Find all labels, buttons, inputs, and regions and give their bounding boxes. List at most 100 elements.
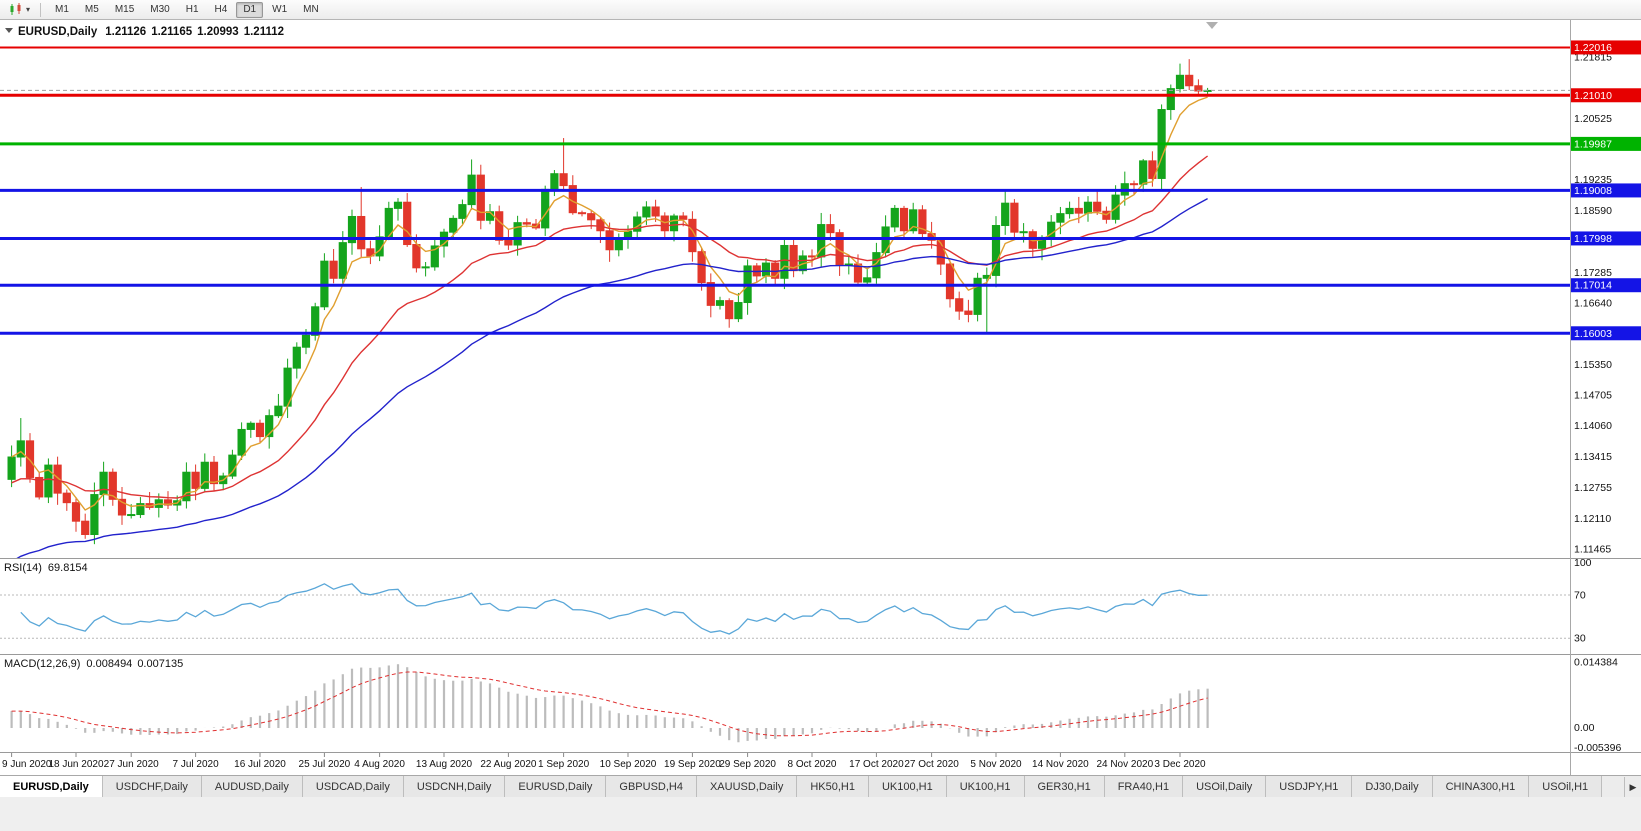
- candle-down: [1194, 85, 1203, 92]
- price-axis-label: 1.12755: [1574, 482, 1612, 494]
- chart-tab-XAUUSD-Daily[interactable]: XAUUSD,Daily: [696, 776, 798, 797]
- timeframe-button-M15[interactable]: M15: [108, 2, 141, 18]
- chart-tab-EURUSD-Daily[interactable]: EURUSD,Daily: [0, 776, 103, 797]
- candle-up: [1065, 207, 1074, 215]
- candle-down: [725, 300, 734, 320]
- timeframe-button-D1[interactable]: D1: [236, 1, 264, 18]
- candle-up: [541, 188, 550, 229]
- timeframe-button-MN[interactable]: MN: [296, 2, 326, 18]
- candle-up: [1175, 74, 1185, 90]
- candle-down: [559, 173, 568, 187]
- chart-tab-EURUSD-Daily[interactable]: EURUSD,Daily: [505, 776, 607, 797]
- candle-up: [844, 263, 853, 266]
- level-price-badge: [1571, 40, 1641, 55]
- time-axis-label: 22 Aug 2020: [480, 759, 537, 770]
- candle-up: [550, 173, 559, 190]
- price-axis[interactable]: 1.21815 1.20525 1.19235 1.18590 1.17285 1.166…: [1574, 52, 1612, 556]
- candle-up: [393, 201, 403, 209]
- timeframe-button-M5[interactable]: M5: [78, 2, 106, 18]
- chart-tab-USDCHF-Daily[interactable]: USDCHF,Daily: [102, 776, 202, 797]
- chart-tab-GBPUSD-H4[interactable]: GBPUSD,H4: [606, 776, 697, 797]
- candle-down: [522, 222, 531, 225]
- candle-down: [587, 213, 596, 221]
- chart-tab-UK100-H1[interactable]: UK100,H1: [868, 776, 947, 797]
- candle-up: [16, 440, 25, 458]
- candle-up: [292, 346, 301, 369]
- candle-down: [357, 215, 366, 250]
- level-price-badge: [1571, 136, 1641, 151]
- candle-up: [99, 471, 108, 496]
- chart-tab-USDCNH-Daily[interactable]: USDCNH,Daily: [403, 776, 506, 797]
- candle-up: [449, 217, 458, 233]
- chart-canvas[interactable]: 1.21815 1.20525 1.19235 1.18590 1.17285 1.166…: [0, 20, 1641, 775]
- candle-down: [366, 248, 375, 257]
- time-axis-label: 29 Sep 2020: [719, 759, 776, 770]
- chart-tab-USDJPY-H1[interactable]: USDJPY,H1: [1266, 776, 1353, 797]
- candle-up: [301, 334, 311, 348]
- level-price-badge-label: 1.17998: [1574, 233, 1612, 245]
- chart-type-button[interactable]: ▾: [4, 1, 34, 18]
- timeframe-button-H1[interactable]: H1: [179, 2, 206, 18]
- candle-up: [347, 215, 357, 244]
- time-axis-label: 8 Oct 2020: [788, 759, 837, 770]
- chart-tab-FRA40-H1[interactable]: FRA40,H1: [1104, 776, 1184, 797]
- macd-axis-label: 0.00: [1574, 722, 1595, 734]
- candle-down: [255, 422, 265, 438]
- tab-scroll-right-button[interactable]: ▶: [1624, 777, 1641, 797]
- chart-tab-USOil-H1[interactable]: USOil,H1: [1529, 776, 1603, 797]
- timeframe-button-M30[interactable]: M30: [143, 2, 176, 18]
- price-axis-label: 1.13415: [1574, 451, 1612, 463]
- macd-signal-line: [11, 671, 1208, 737]
- time-axis-label: 27 Oct 2020: [904, 759, 959, 770]
- candle-up: [863, 277, 872, 283]
- candle-up: [1083, 201, 1093, 214]
- chart-tab-USOil-Daily[interactable]: USOil,Daily: [1183, 776, 1267, 797]
- candle-down: [412, 244, 421, 269]
- candle-up: [1139, 160, 1148, 185]
- candle-up: [890, 207, 899, 228]
- candle-down: [688, 218, 697, 253]
- candle-down: [1010, 202, 1019, 233]
- time-axis-label: 3 Dec 2020: [1154, 759, 1206, 770]
- candle-down: [945, 263, 955, 300]
- chart-tab-UK100-H1[interactable]: UK100,H1: [946, 776, 1025, 797]
- time-axis-label: 27 Jun 2020: [104, 759, 159, 770]
- candle-up: [90, 494, 99, 536]
- chart-tab-USDCAD-Daily[interactable]: USDCAD,Daily: [302, 776, 404, 797]
- time-axis-label: 19 Sep 2020: [664, 759, 721, 770]
- timeframe-button-H4[interactable]: H4: [208, 2, 235, 18]
- candle-up: [1056, 213, 1065, 223]
- rsi-axis-label: 30: [1574, 633, 1586, 645]
- candle-down: [706, 282, 715, 306]
- candle-up: [1166, 88, 1175, 111]
- candle-down: [596, 219, 605, 232]
- chart-tab-HK50-H1[interactable]: HK50,H1: [797, 776, 869, 797]
- level-price-badge-label: 1.22016: [1574, 42, 1612, 54]
- candle-down: [899, 207, 909, 232]
- candle-up: [623, 230, 633, 239]
- candle-down: [1185, 74, 1194, 87]
- candle-down: [964, 310, 973, 315]
- chart-tab-DJ30-Daily[interactable]: DJ30,Daily: [1352, 776, 1433, 797]
- candle-up: [458, 204, 467, 219]
- time-axis-label: 25 Jul 2020: [299, 759, 351, 770]
- candle-up: [265, 415, 274, 438]
- chart-tab-bar: EURUSD,Daily USDCHF,Daily AUDUSD,Daily USDC…: [0, 775, 1641, 797]
- time-axis-label: 7 Jul 2020: [173, 759, 220, 770]
- chart-tab-GER30-H1[interactable]: GER30,H1: [1024, 776, 1105, 797]
- candle-up: [761, 262, 771, 277]
- timeframe-button-W1[interactable]: W1: [265, 2, 294, 18]
- candle-down: [476, 174, 485, 221]
- level-price-badge-label: 1.17014: [1574, 280, 1612, 292]
- candle-down: [605, 230, 614, 251]
- candle-up: [311, 306, 320, 336]
- chart-tab-AUDUSD-Daily[interactable]: AUDUSD,Daily: [201, 776, 303, 797]
- candle-down: [577, 212, 587, 215]
- timeframe-button-M1[interactable]: M1: [48, 2, 76, 18]
- time-axis-label: 4 Aug 2020: [354, 759, 405, 770]
- level-price-badge: [1571, 278, 1641, 293]
- price-axis-label: 1.21815: [1574, 52, 1612, 64]
- chart-tab-CHINA300-H1[interactable]: CHINA300,H1: [1432, 776, 1530, 797]
- triangle-down-icon[interactable]: [5, 28, 13, 33]
